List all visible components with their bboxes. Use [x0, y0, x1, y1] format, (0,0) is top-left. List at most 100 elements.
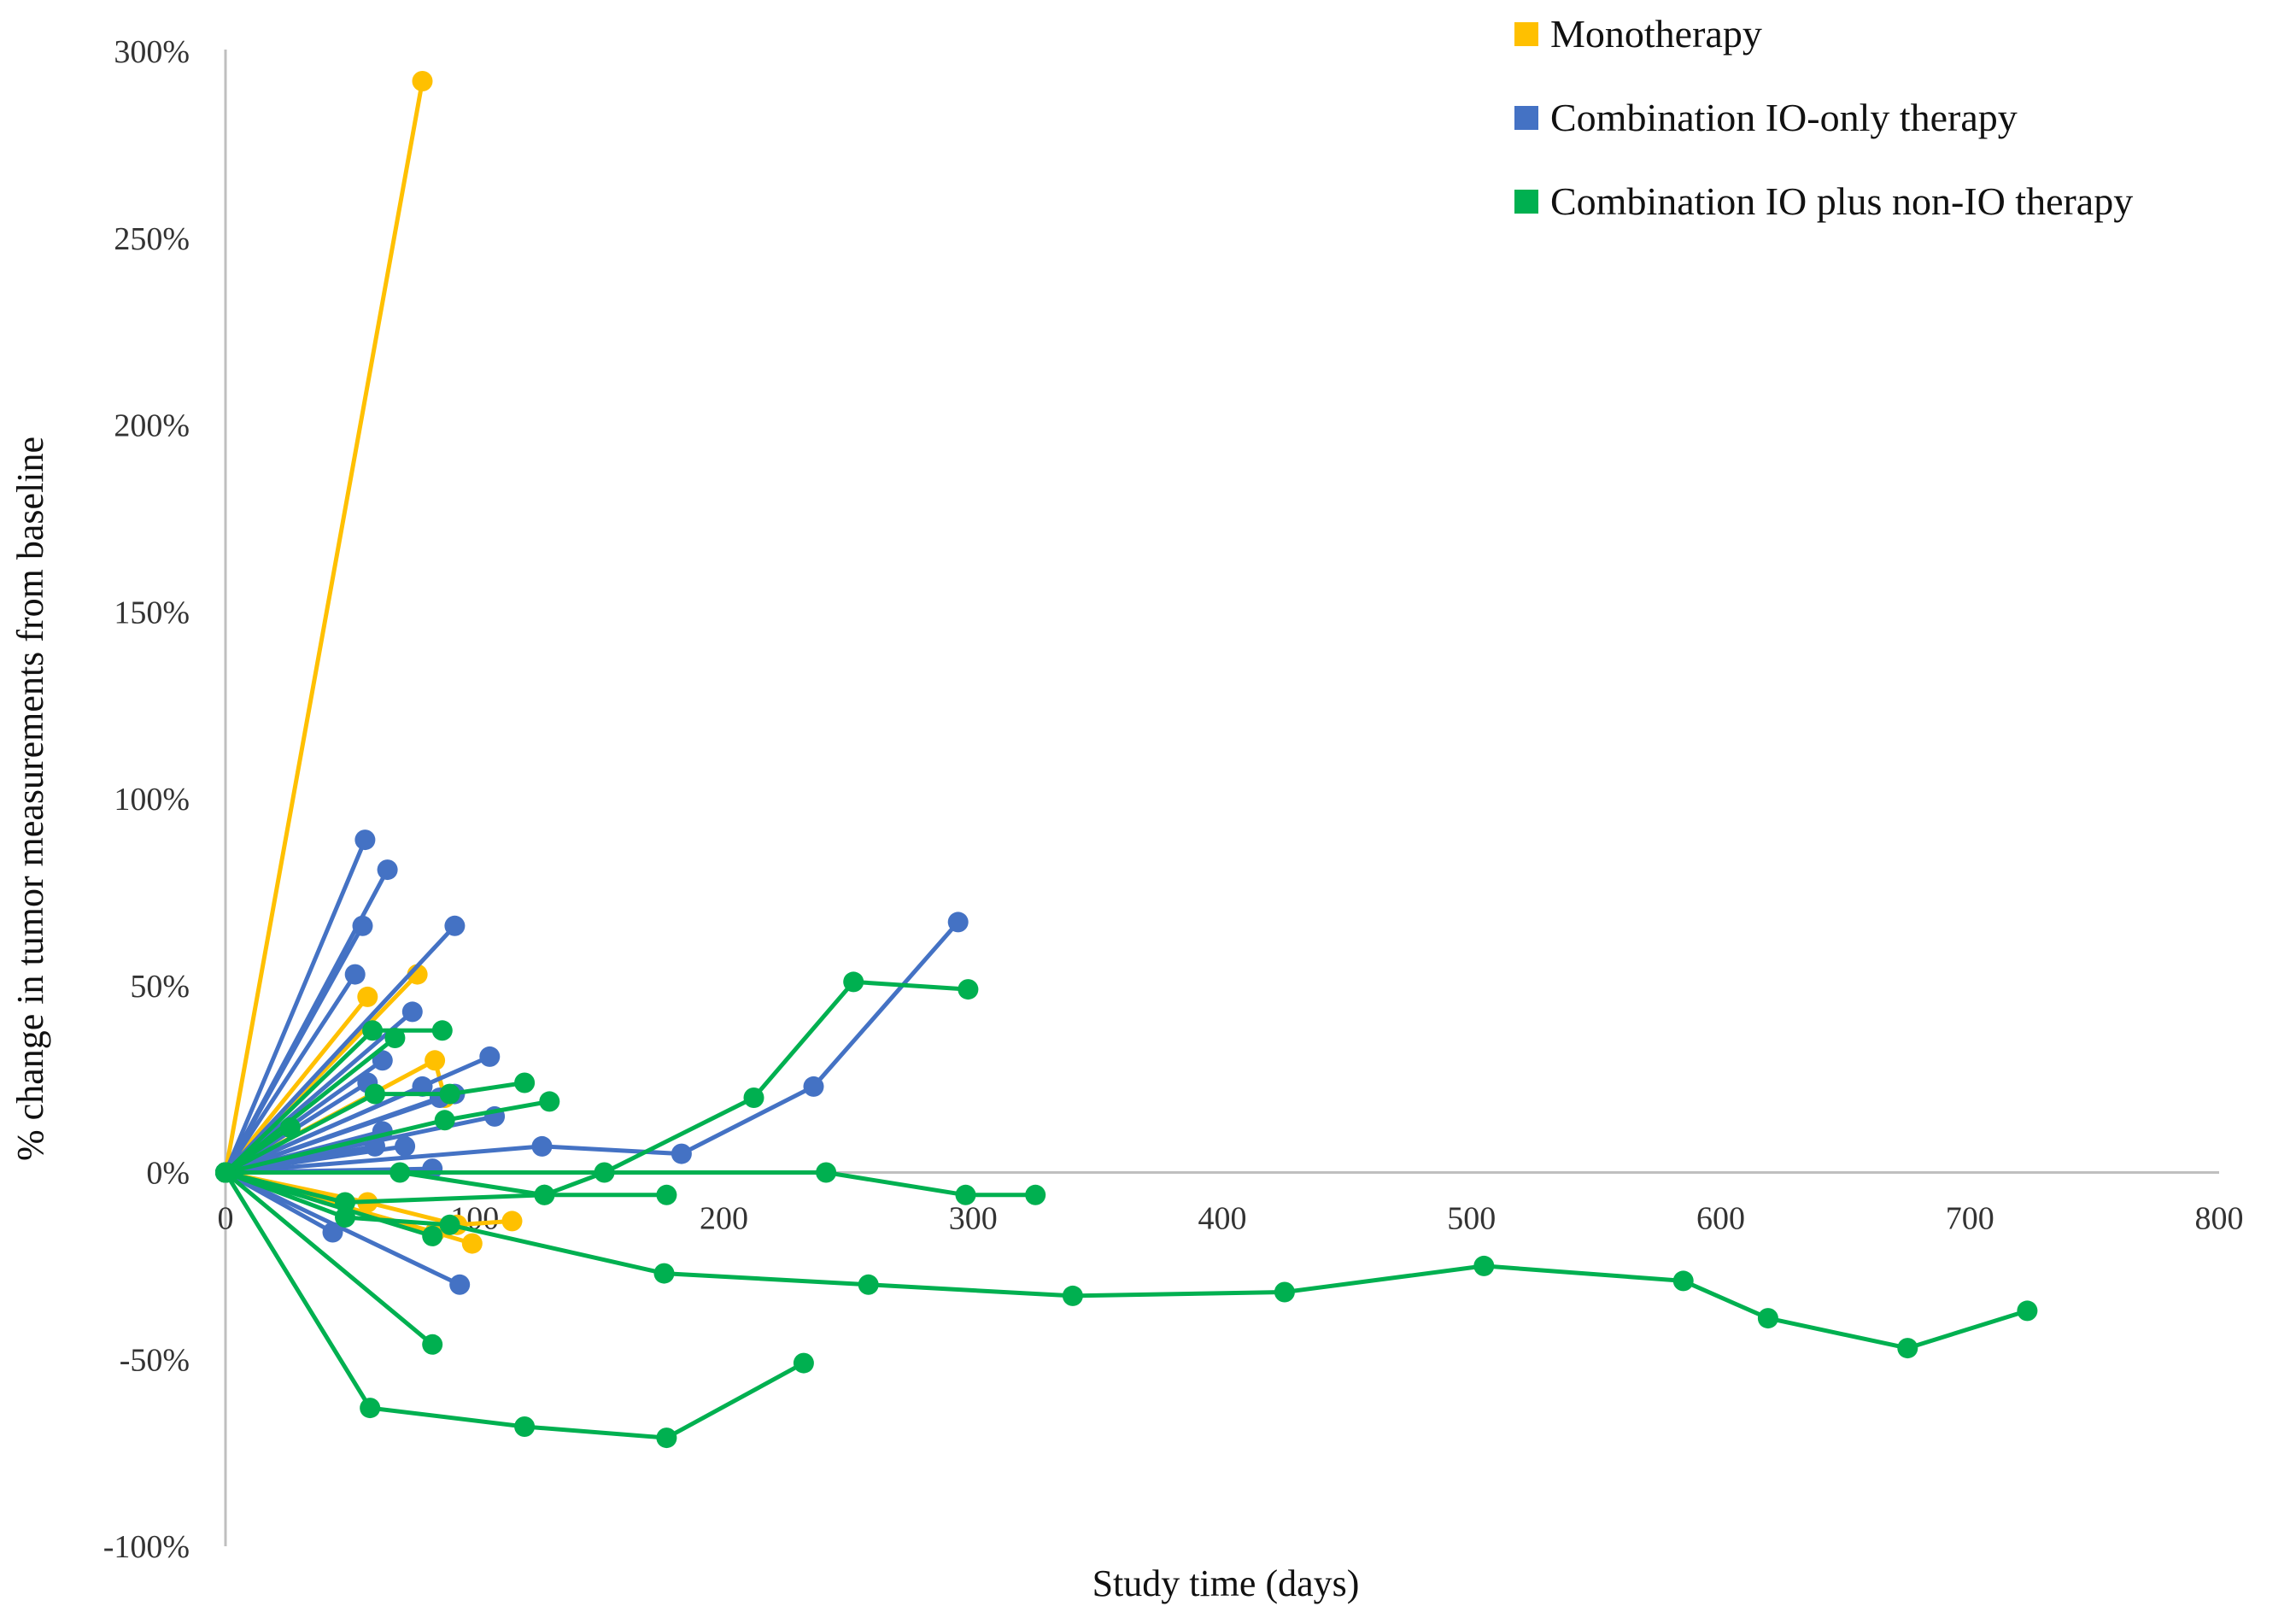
y-tick-label: 250%: [114, 221, 190, 257]
y-tick-label: -100%: [103, 1529, 190, 1565]
data-point: [1757, 1308, 1778, 1329]
data-point: [653, 1263, 675, 1284]
series-line: [223, 1170, 1038, 1198]
data-point: [671, 1143, 692, 1164]
series-line: [223, 837, 367, 1175]
data-point: [439, 1214, 460, 1235]
data-point: [958, 979, 979, 1000]
series-group: [215, 971, 2038, 1449]
data-point: [215, 1162, 236, 1183]
data-point: [412, 71, 433, 91]
data-point: [514, 1072, 536, 1093]
data-point: [352, 915, 373, 936]
legend-swatch: [1514, 22, 1538, 46]
x-tick-label: 700: [1946, 1201, 1994, 1237]
series-line: [223, 1125, 293, 1175]
data-point: [422, 1334, 443, 1355]
series-line: [223, 1170, 435, 1239]
series-line: [223, 1095, 442, 1175]
data-point: [955, 1184, 976, 1205]
y-tick-label: 300%: [114, 34, 190, 70]
y-axis-title: % change in tumor measurements from base…: [9, 437, 51, 1161]
series-line: [223, 1170, 462, 1287]
data-point: [344, 964, 366, 985]
data-point: [425, 1050, 446, 1071]
x-tick-label: 600: [1696, 1201, 1745, 1237]
data-point: [816, 1162, 837, 1183]
data-point: [461, 1233, 483, 1254]
data-point: [422, 1225, 443, 1246]
legend-item: Monotherapy: [1514, 12, 1762, 56]
data-point: [377, 859, 398, 881]
data-point: [1062, 1285, 1083, 1306]
series-line: [223, 994, 370, 1175]
data-point: [858, 1274, 879, 1295]
x-tick-label: 300: [949, 1201, 998, 1237]
data-point: [357, 986, 378, 1007]
data-point: [947, 912, 969, 933]
legend-swatch: [1514, 190, 1538, 214]
legend-label: Combination IO-only therapy: [1550, 96, 2018, 139]
x-tick-label: 500: [1447, 1201, 1496, 1237]
data-point: [354, 830, 376, 851]
series-line: [223, 1084, 425, 1175]
x-axis-title: Study time (days): [1092, 1562, 1360, 1604]
x-tick-labels: 0 100 200 300 400 500 600 700 800: [218, 1201, 2244, 1237]
legend-swatch: [1514, 106, 1538, 130]
data-point: [1473, 1255, 1495, 1276]
series-group: [215, 830, 969, 1295]
x-tick-label: 800: [2195, 1201, 2244, 1237]
series-line: [223, 79, 425, 1175]
data-point: [1897, 1338, 1918, 1359]
y-tick-label: -50%: [120, 1342, 190, 1378]
data-point: [372, 1050, 393, 1071]
axes: [224, 50, 2219, 1546]
data-point: [401, 1001, 423, 1023]
series-line: [223, 1170, 514, 1228]
y-tick-label: 0%: [146, 1156, 190, 1192]
legend-label: Combination IO plus non-IO therapy: [1550, 179, 2133, 223]
data-point: [395, 1135, 416, 1157]
series-line: [223, 972, 358, 1175]
data-point: [531, 1135, 553, 1157]
data-point: [449, 1274, 471, 1295]
data-point: [384, 1028, 406, 1048]
data-point: [843, 971, 864, 993]
data-point: [439, 1083, 460, 1105]
data-point: [362, 1020, 384, 1041]
series-layer: [215, 71, 2038, 1449]
data-point: [479, 1046, 501, 1067]
x-tick-label: 400: [1198, 1201, 1247, 1237]
legend-label: Monotherapy: [1550, 12, 1762, 56]
data-point: [412, 1076, 433, 1097]
legend-item: Combination IO-only therapy: [1514, 96, 2018, 139]
data-point: [534, 1184, 555, 1205]
y-tick-label: 150%: [114, 595, 190, 630]
y-tick-label: 50%: [130, 969, 190, 1005]
data-point: [444, 915, 466, 936]
data-point: [656, 1427, 677, 1449]
data-point: [360, 1398, 381, 1419]
data-point: [793, 1352, 814, 1374]
data-point: [501, 1211, 523, 1232]
y-tick-label: 100%: [114, 782, 190, 818]
data-point: [279, 1117, 301, 1138]
legend-item: Combination IO plus non-IO therapy: [1514, 179, 2133, 223]
data-point: [1025, 1184, 1046, 1205]
series-line: [223, 1035, 397, 1175]
data-point: [656, 1184, 677, 1205]
series-line: [223, 923, 457, 1175]
data-point: [365, 1083, 385, 1105]
y-tick-label: 200%: [114, 408, 190, 444]
series-line: [223, 1170, 2030, 1351]
data-point: [803, 1076, 824, 1097]
data-point: [434, 1110, 455, 1131]
data-point: [743, 1087, 764, 1108]
data-point: [2017, 1300, 2038, 1322]
data-point: [1274, 1281, 1295, 1303]
data-point: [539, 1091, 560, 1112]
x-tick-label: 200: [700, 1201, 748, 1237]
legend: Monotherapy Combination IO-only therapy Co…: [1514, 12, 2133, 223]
x-tick-label: 0: [218, 1201, 234, 1237]
